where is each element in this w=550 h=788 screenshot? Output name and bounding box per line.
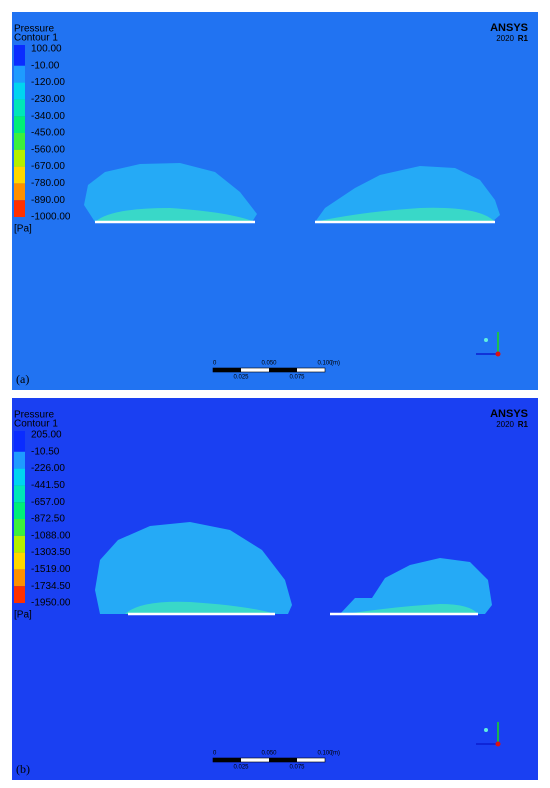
legend-swatch	[14, 485, 25, 503]
legend-swatch	[14, 99, 25, 117]
legend-value: -1950.00	[31, 598, 71, 609]
legend-value: -10.50	[31, 446, 60, 457]
scale-bar-segment	[213, 368, 241, 372]
legend-swatch	[14, 431, 25, 435]
low-pressure-region	[95, 522, 292, 614]
scale-unit: (m)	[331, 361, 340, 367]
legend-value: 205.00	[31, 430, 62, 441]
legend-swatch	[14, 183, 25, 201]
scale-bar-segment	[213, 758, 241, 762]
triad-marker	[484, 728, 488, 732]
legend-swatch	[14, 200, 25, 217]
suction-region	[125, 601, 275, 614]
legend-title: Pressure	[14, 410, 54, 421]
legend-value: -120.00	[31, 77, 65, 88]
legend-swatch	[14, 468, 25, 486]
legend-value: -780.00	[31, 178, 65, 189]
legend-value: -450.00	[31, 128, 65, 139]
low-pressure-region	[84, 163, 257, 222]
legend-subtitle: Contour 1	[14, 33, 58, 44]
legend-value: -230.00	[31, 94, 65, 105]
legend-swatch	[14, 435, 25, 452]
axis-z	[495, 351, 501, 357]
legend-swatch	[14, 586, 25, 603]
legend-value: -1000.00	[31, 212, 71, 223]
legend-value: -441.50	[31, 480, 65, 491]
triad-marker	[484, 338, 488, 342]
axis-z	[495, 741, 501, 747]
scale-label: 0.100	[317, 361, 333, 367]
legend-title: Pressure	[14, 24, 54, 35]
legend-swatch	[14, 166, 25, 184]
scale-unit: (m)	[331, 751, 340, 757]
legend-swatch	[14, 45, 25, 49]
legend-swatch	[14, 569, 25, 587]
legend-subtitle: Contour 1	[14, 419, 58, 430]
brand-name: ANSYS	[490, 22, 528, 34]
legend-swatch	[14, 552, 25, 570]
legend-value: -1734.50	[31, 581, 71, 592]
legend-value: -560.00	[31, 144, 65, 155]
panel-label: (b)	[16, 762, 30, 776]
legend-swatch	[14, 82, 25, 100]
legend-swatch	[14, 535, 25, 553]
scale-bar-segment	[269, 758, 297, 762]
suction-region	[95, 208, 255, 222]
legend-value: -226.00	[31, 463, 65, 474]
scale-label: 0	[213, 751, 217, 757]
legend-value: -1088.00	[31, 530, 71, 541]
brand-version: 2020	[496, 420, 514, 429]
legend-swatch	[14, 133, 25, 150]
low-pressure-region	[340, 558, 492, 614]
legend-value: -890.00	[31, 195, 65, 206]
legend-swatch	[14, 149, 25, 167]
scale-label: 0	[213, 361, 217, 367]
scale-bar-segment	[269, 368, 297, 372]
low-pressure-region	[315, 166, 500, 222]
legend-value: -1519.00	[31, 564, 71, 575]
legend-swatch	[14, 49, 25, 66]
legend-swatch	[14, 502, 25, 519]
legend-swatch	[14, 519, 25, 536]
brand-release: R1	[518, 34, 529, 43]
suction-region	[315, 207, 495, 222]
legend-value: -657.00	[31, 497, 65, 508]
scale-label: 0.025	[233, 375, 249, 381]
scale-label: 0.075	[289, 375, 305, 381]
legend-unit: [Pa]	[14, 610, 32, 621]
legend-swatch	[14, 451, 25, 469]
scale-label: 0.075	[289, 765, 305, 771]
legend-value: -10.00	[31, 60, 60, 71]
brand-name: ANSYS	[490, 408, 528, 420]
legend-value: 100.00	[31, 44, 62, 55]
scale-label: 0.025	[233, 765, 249, 771]
scale-label: 0.050	[261, 751, 277, 757]
legend-value: -872.50	[31, 514, 65, 525]
legend-value: -670.00	[31, 161, 65, 172]
brand-release: R1	[518, 420, 529, 429]
legend-swatch	[14, 65, 25, 83]
scale-label: 0.050	[261, 361, 277, 367]
legend-unit: [Pa]	[14, 224, 32, 235]
legend-value: -1303.50	[31, 547, 71, 558]
legend-swatch	[14, 116, 25, 133]
scale-label: 0.100	[317, 751, 333, 757]
suction-region	[345, 604, 478, 614]
legend-value: -340.00	[31, 111, 65, 122]
brand-version: 2020	[496, 34, 514, 43]
panel-label: (a)	[16, 372, 29, 386]
